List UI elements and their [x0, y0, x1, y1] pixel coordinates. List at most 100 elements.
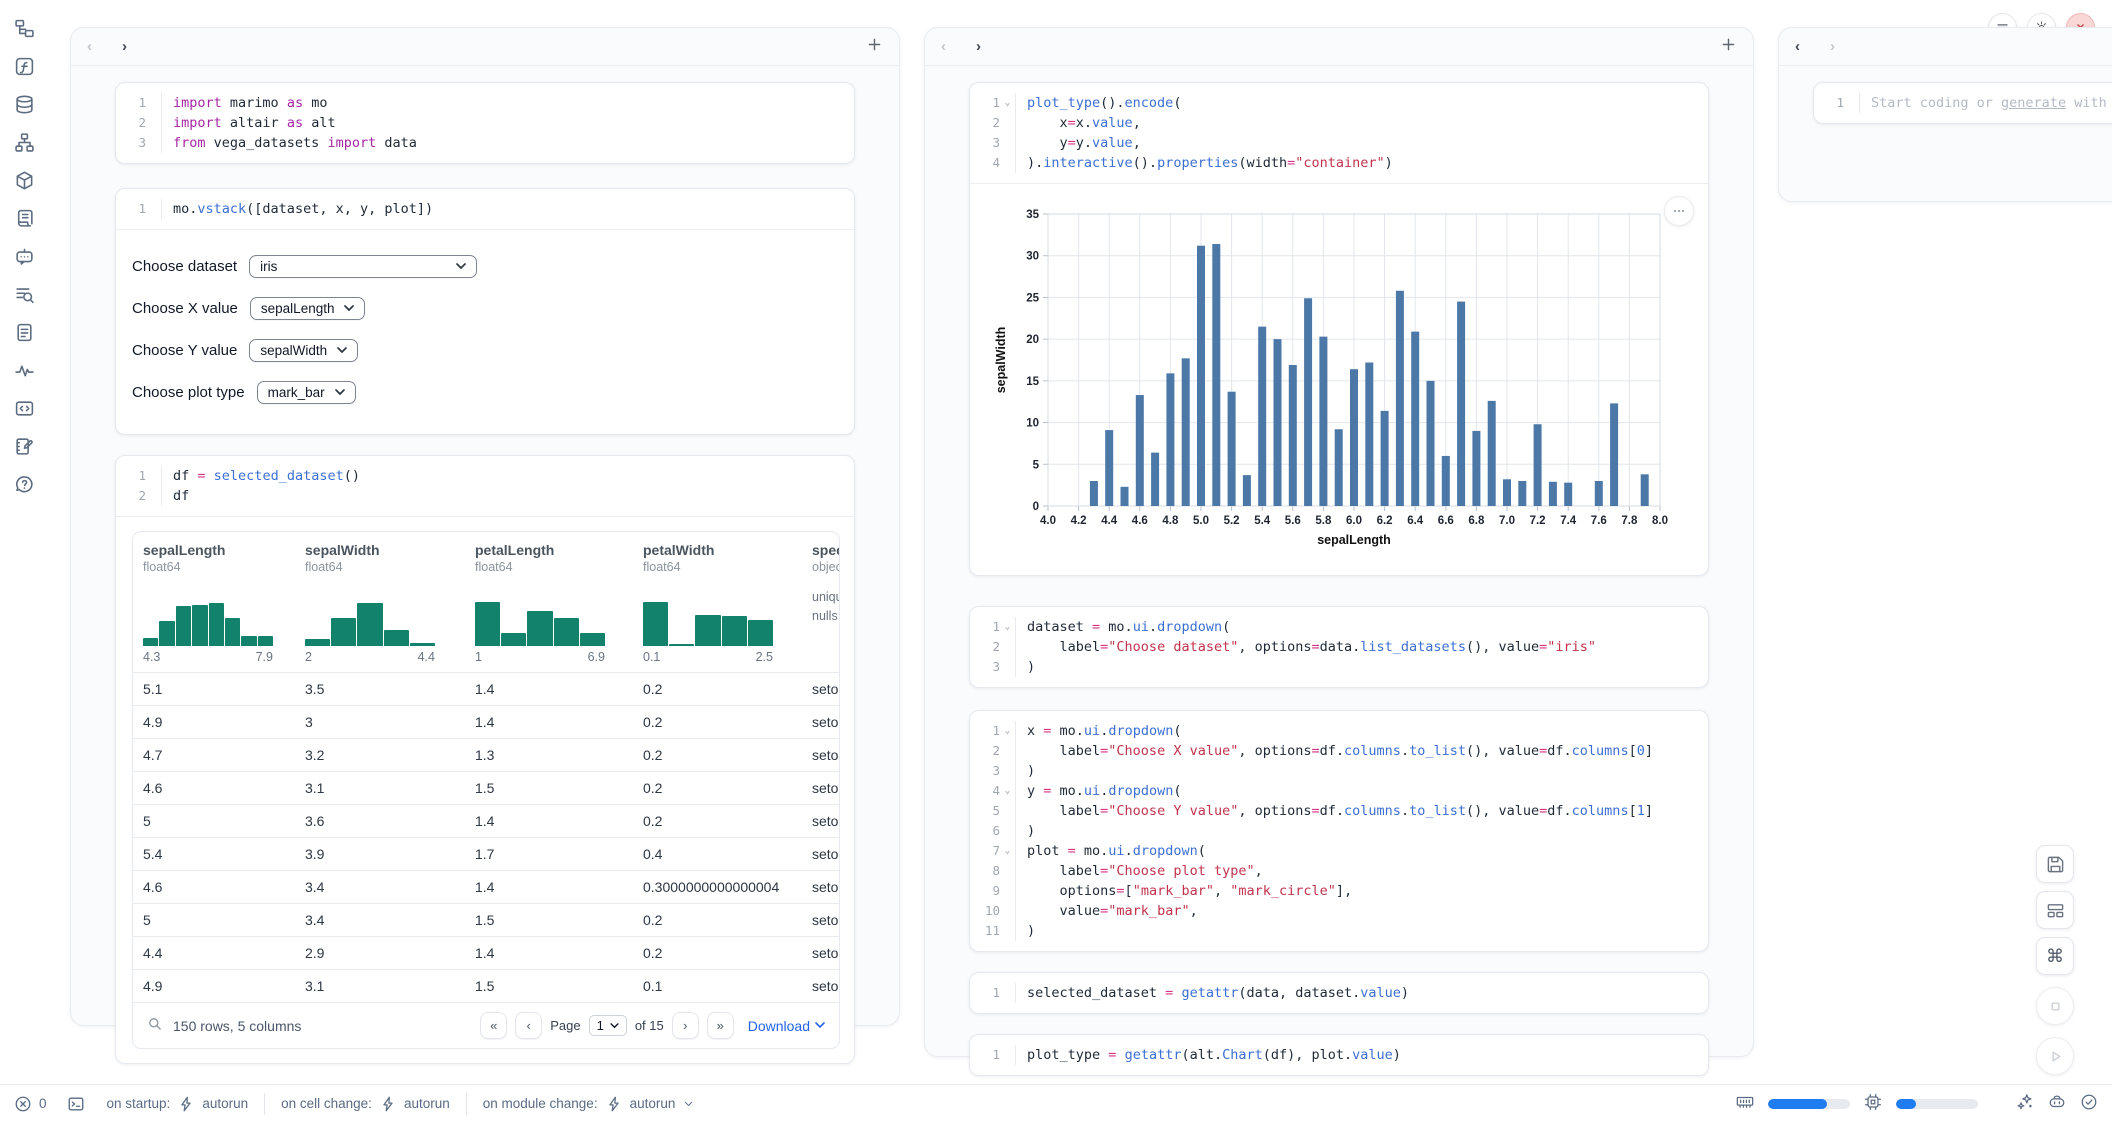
fold-chevron-icon[interactable]: ⌄	[1000, 617, 1015, 637]
code-line[interactable]: 4).interactive().properties(width="conta…	[970, 153, 1708, 173]
code-line[interactable]: 6)	[970, 821, 1708, 841]
download-link[interactable]: Download	[748, 1018, 825, 1034]
dependency-graph-icon[interactable]	[12, 130, 36, 154]
code-editor[interactable]: 1df = selected_dataset()2df	[116, 456, 854, 516]
copilot-icon[interactable]	[2048, 1093, 2066, 1114]
cell-dataset-dropdown[interactable]: 1⌄dataset = mo.ui.dropdown(2 label="Choo…	[969, 606, 1709, 688]
scratchpad-icon[interactable]	[12, 434, 36, 458]
code-editor[interactable]: 1selected_dataset = getattr(data, datase…	[970, 973, 1708, 1013]
terminal-icon[interactable]	[67, 1095, 85, 1113]
chart-menu-icon[interactable]	[1664, 196, 1694, 226]
fold-chevron-icon[interactable]: ⌄	[1000, 781, 1015, 801]
code-line[interactable]: 3 y=y.value,	[970, 133, 1708, 153]
cell-selected-dataset[interactable]: 1selected_dataset = getattr(data, datase…	[969, 972, 1709, 1014]
table-column-header[interactable]: petalWidthfloat640.12.5	[633, 532, 802, 672]
on-module-change-config[interactable]: on module change: autorun	[483, 1095, 696, 1113]
code-line[interactable]: 11)	[970, 921, 1708, 941]
table-column-header[interactable]: sepalWidthfloat6424.4	[295, 532, 465, 672]
code-editor[interactable]: 1import marimo as mo2import altair as al…	[116, 83, 854, 163]
code-line[interactable]: 1⌄plot_type().encode(	[970, 93, 1708, 113]
dropdown-select[interactable]: mark_bar	[257, 381, 356, 404]
chat-bot-icon[interactable]	[12, 244, 36, 268]
dropdown-select[interactable]: iris	[249, 255, 477, 278]
dropdown-select[interactable]: sepalWidth	[249, 339, 358, 362]
tracing-icon[interactable]	[12, 358, 36, 382]
cell-imports[interactable]: 1import marimo as mo2import altair as al…	[115, 82, 855, 164]
forward-arrow-icon[interactable]: ›	[122, 39, 127, 54]
code-line[interactable]: 3)	[970, 761, 1708, 781]
database-icon[interactable]	[12, 92, 36, 116]
add-cell-icon[interactable]	[866, 36, 883, 58]
back-arrow-icon[interactable]: ‹	[1795, 39, 1800, 54]
last-page-button[interactable]: »	[707, 1012, 734, 1039]
code-line[interactable]: 1mo.vstack([dataset, x, y, plot])	[116, 199, 854, 219]
forward-arrow-icon[interactable]: ›	[1830, 39, 1835, 54]
on-cell-change-config[interactable]: on cell change: autorun	[281, 1095, 450, 1113]
cell-dataframe[interactable]: 1df = selected_dataset()2df sepalLengthf…	[115, 455, 855, 1064]
stop-icon[interactable]	[2036, 987, 2074, 1025]
keyboard-shortcuts-icon[interactable]: ⌘	[2036, 937, 2074, 975]
search-icon[interactable]	[147, 1016, 163, 1035]
scroll-icon[interactable]	[12, 206, 36, 230]
cell-vstack[interactable]: 1mo.vstack([dataset, x, y, plot]) Choose…	[115, 188, 855, 435]
bar-chart[interactable]: 051015202530354.04.24.44.64.85.05.25.45.…	[986, 198, 1692, 561]
code-block-icon[interactable]	[12, 396, 36, 420]
code-line[interactable]: 3from vega_datasets import data	[116, 133, 854, 153]
fold-chevron-icon[interactable]: ⌄	[1000, 93, 1015, 113]
code-editor[interactable]: 1 Start coding or generate with AI	[1814, 83, 2112, 123]
code-editor[interactable]: 1⌄dataset = mo.ui.dropdown(2 label="Choo…	[970, 607, 1708, 687]
code-editor[interactable]: 1⌄plot_type().encode(2 x=x.value,3 y=y.v…	[970, 83, 1708, 183]
page-select[interactable]: 1	[589, 1015, 627, 1036]
code-line[interactable]: 10 value="mark_bar",	[970, 901, 1708, 921]
code-line[interactable]: 8 label="Choose plot type",	[970, 861, 1708, 881]
fold-chevron-icon[interactable]: ⌄	[1000, 841, 1015, 861]
table-column-header[interactable]: petalLengthfloat6416.9	[465, 532, 633, 672]
code-line[interactable]: 1import marimo as mo	[116, 93, 854, 113]
code-editor[interactable]: 1mo.vstack([dataset, x, y, plot])	[116, 189, 854, 229]
code-editor[interactable]: 1⌄x = mo.ui.dropdown(2 label="Choose X v…	[970, 711, 1708, 951]
code-line[interactable]: 5 label="Choose Y value", options=df.col…	[970, 801, 1708, 821]
file-tree-icon[interactable]	[12, 16, 36, 40]
code-placeholder[interactable]: Start coding or generate with AI	[1859, 93, 2112, 113]
code-line[interactable]: 1⌄dataset = mo.ui.dropdown(	[970, 617, 1708, 637]
back-arrow-icon[interactable]: ‹	[941, 39, 946, 54]
generate-link[interactable]: generate	[2001, 95, 2066, 111]
run-icon[interactable]	[2036, 1037, 2074, 1075]
help-icon[interactable]	[12, 472, 36, 496]
add-cell-icon[interactable]	[1720, 36, 1737, 58]
table-column-header[interactable]: speciesobjectunique:nulls:	[802, 532, 840, 672]
cell-plot-type[interactable]: 1plot_type = getattr(alt.Chart(df), plot…	[969, 1034, 1709, 1076]
code-line[interactable]: 2import altair as alt	[116, 113, 854, 133]
connection-status-icon[interactable]	[2080, 1093, 2098, 1114]
snippets-icon[interactable]	[12, 320, 36, 344]
code-line[interactable]: 2 label="Choose X value", options=df.col…	[970, 741, 1708, 761]
errors-badge[interactable]: 0	[14, 1095, 47, 1113]
code-line[interactable]: 1⌄x = mo.ui.dropdown(	[970, 721, 1708, 741]
function-icon[interactable]	[12, 54, 36, 78]
code-line[interactable]: 1selected_dataset = getattr(data, datase…	[970, 983, 1708, 1003]
dropdown-select[interactable]: sepalLength	[250, 297, 366, 320]
next-page-button[interactable]: ›	[672, 1012, 699, 1039]
code-line[interactable]: 1plot_type = getattr(alt.Chart(df), plot…	[970, 1045, 1708, 1065]
code-line[interactable]: 2 label="Choose dataset", options=data.l…	[970, 637, 1708, 657]
forward-arrow-icon[interactable]: ›	[976, 39, 981, 54]
doc-search-icon[interactable]	[12, 282, 36, 306]
on-startup-config[interactable]: on startup: autorun	[107, 1095, 249, 1113]
code-line[interactable]: 7⌄plot = mo.ui.dropdown(	[970, 841, 1708, 861]
cell-empty[interactable]: 1 Start coding or generate with AI	[1813, 82, 2112, 124]
code-line[interactable]: 4⌄y = mo.ui.dropdown(	[970, 781, 1708, 801]
code-line[interactable]: 2 x=x.value,	[970, 113, 1708, 133]
code-line[interactable]: 3)	[970, 657, 1708, 677]
package-icon[interactable]	[12, 168, 36, 192]
cell-xy-plot-dropdowns[interactable]: 1⌄x = mo.ui.dropdown(2 label="Choose X v…	[969, 710, 1709, 952]
code-line[interactable]: 1df = selected_dataset()	[116, 466, 854, 486]
layout-icon[interactable]	[2036, 891, 2074, 929]
save-icon[interactable]	[2036, 845, 2074, 883]
table-column-header[interactable]: sepalLengthfloat644.37.9	[133, 532, 295, 672]
prev-page-button[interactable]: ‹	[515, 1012, 542, 1039]
back-arrow-icon[interactable]: ‹	[87, 39, 92, 54]
code-line[interactable]: 9 options=["mark_bar", "mark_circle"],	[970, 881, 1708, 901]
fold-chevron-icon[interactable]: ⌄	[1000, 721, 1015, 741]
ai-sparkles-icon[interactable]	[2016, 1093, 2034, 1114]
code-editor[interactable]: 1plot_type = getattr(alt.Chart(df), plot…	[970, 1035, 1708, 1075]
